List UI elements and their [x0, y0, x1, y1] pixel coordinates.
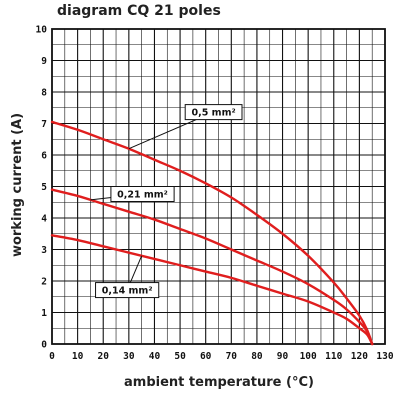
- x-tick-label: 30: [123, 351, 135, 362]
- y-tick-label: 2: [41, 277, 47, 288]
- plot-frame: [51, 28, 386, 345]
- y-tick-label: 6: [41, 151, 47, 162]
- x-tick-label: 0: [49, 351, 55, 362]
- y-tick-label: 3: [41, 245, 47, 256]
- y-tick-label: 7: [41, 119, 47, 130]
- grid: [51, 28, 386, 345]
- callout-label-3: 0,14 mm²: [102, 286, 153, 297]
- y-tick-label: 1: [41, 308, 47, 319]
- x-tick-label: 90: [277, 351, 289, 362]
- y-axis-label: working current (A): [10, 113, 25, 257]
- series-line-1: [50, 120, 374, 346]
- x-axis-label: ambient temperature (°C): [124, 375, 314, 390]
- callout-label-1: 0,5 mm²: [192, 108, 236, 119]
- x-tick-label: 60: [200, 351, 212, 362]
- callout-box-2: [110, 186, 175, 202]
- y-tick-label: 0: [41, 340, 47, 351]
- callout-2: 0,21 mm²: [90, 186, 175, 202]
- y-tick-labels: 0 1 2 3 4 5 6 7 8 9 10: [36, 25, 48, 351]
- y-tick-label: 10: [36, 25, 48, 36]
- x-tick-label: 70: [226, 351, 238, 362]
- x-tick-label: 120: [351, 351, 368, 362]
- y-tick-label: 8: [41, 88, 47, 99]
- series-line-3: [50, 234, 374, 346]
- callout-1: 0,5 mm²: [128, 104, 243, 150]
- x-tick-label: 80: [251, 351, 263, 362]
- x-tick-labels: 0 10 20 30 40 50 60 70 80 90 100 110 120 130: [49, 351, 394, 362]
- y-tick-label: 9: [41, 56, 47, 67]
- x-tick-label: 50: [174, 351, 186, 362]
- y-tick-label: 4: [41, 214, 47, 225]
- callout-3: 0,14 mm²: [95, 255, 160, 299]
- callout-box-1: [184, 104, 243, 121]
- series-line-2: [50, 188, 374, 346]
- x-tick-label: 10: [72, 351, 84, 362]
- callouts: 0,5 mm² 0,21 mm² 0,14 mm²: [90, 104, 243, 299]
- x-tick-label: 20: [98, 351, 110, 362]
- y-tick-label: 5: [41, 182, 47, 193]
- x-tick-label: 110: [325, 351, 342, 362]
- series-lines: [50, 120, 374, 346]
- x-tick-label: 130: [376, 351, 393, 362]
- callout-box-3: [95, 282, 160, 299]
- callout-label-2: 0,21 mm²: [117, 190, 168, 201]
- x-tick-label: 40: [149, 351, 161, 362]
- chart-title: diagram CQ 21 poles: [57, 3, 221, 19]
- x-tick-label: 100: [300, 351, 317, 362]
